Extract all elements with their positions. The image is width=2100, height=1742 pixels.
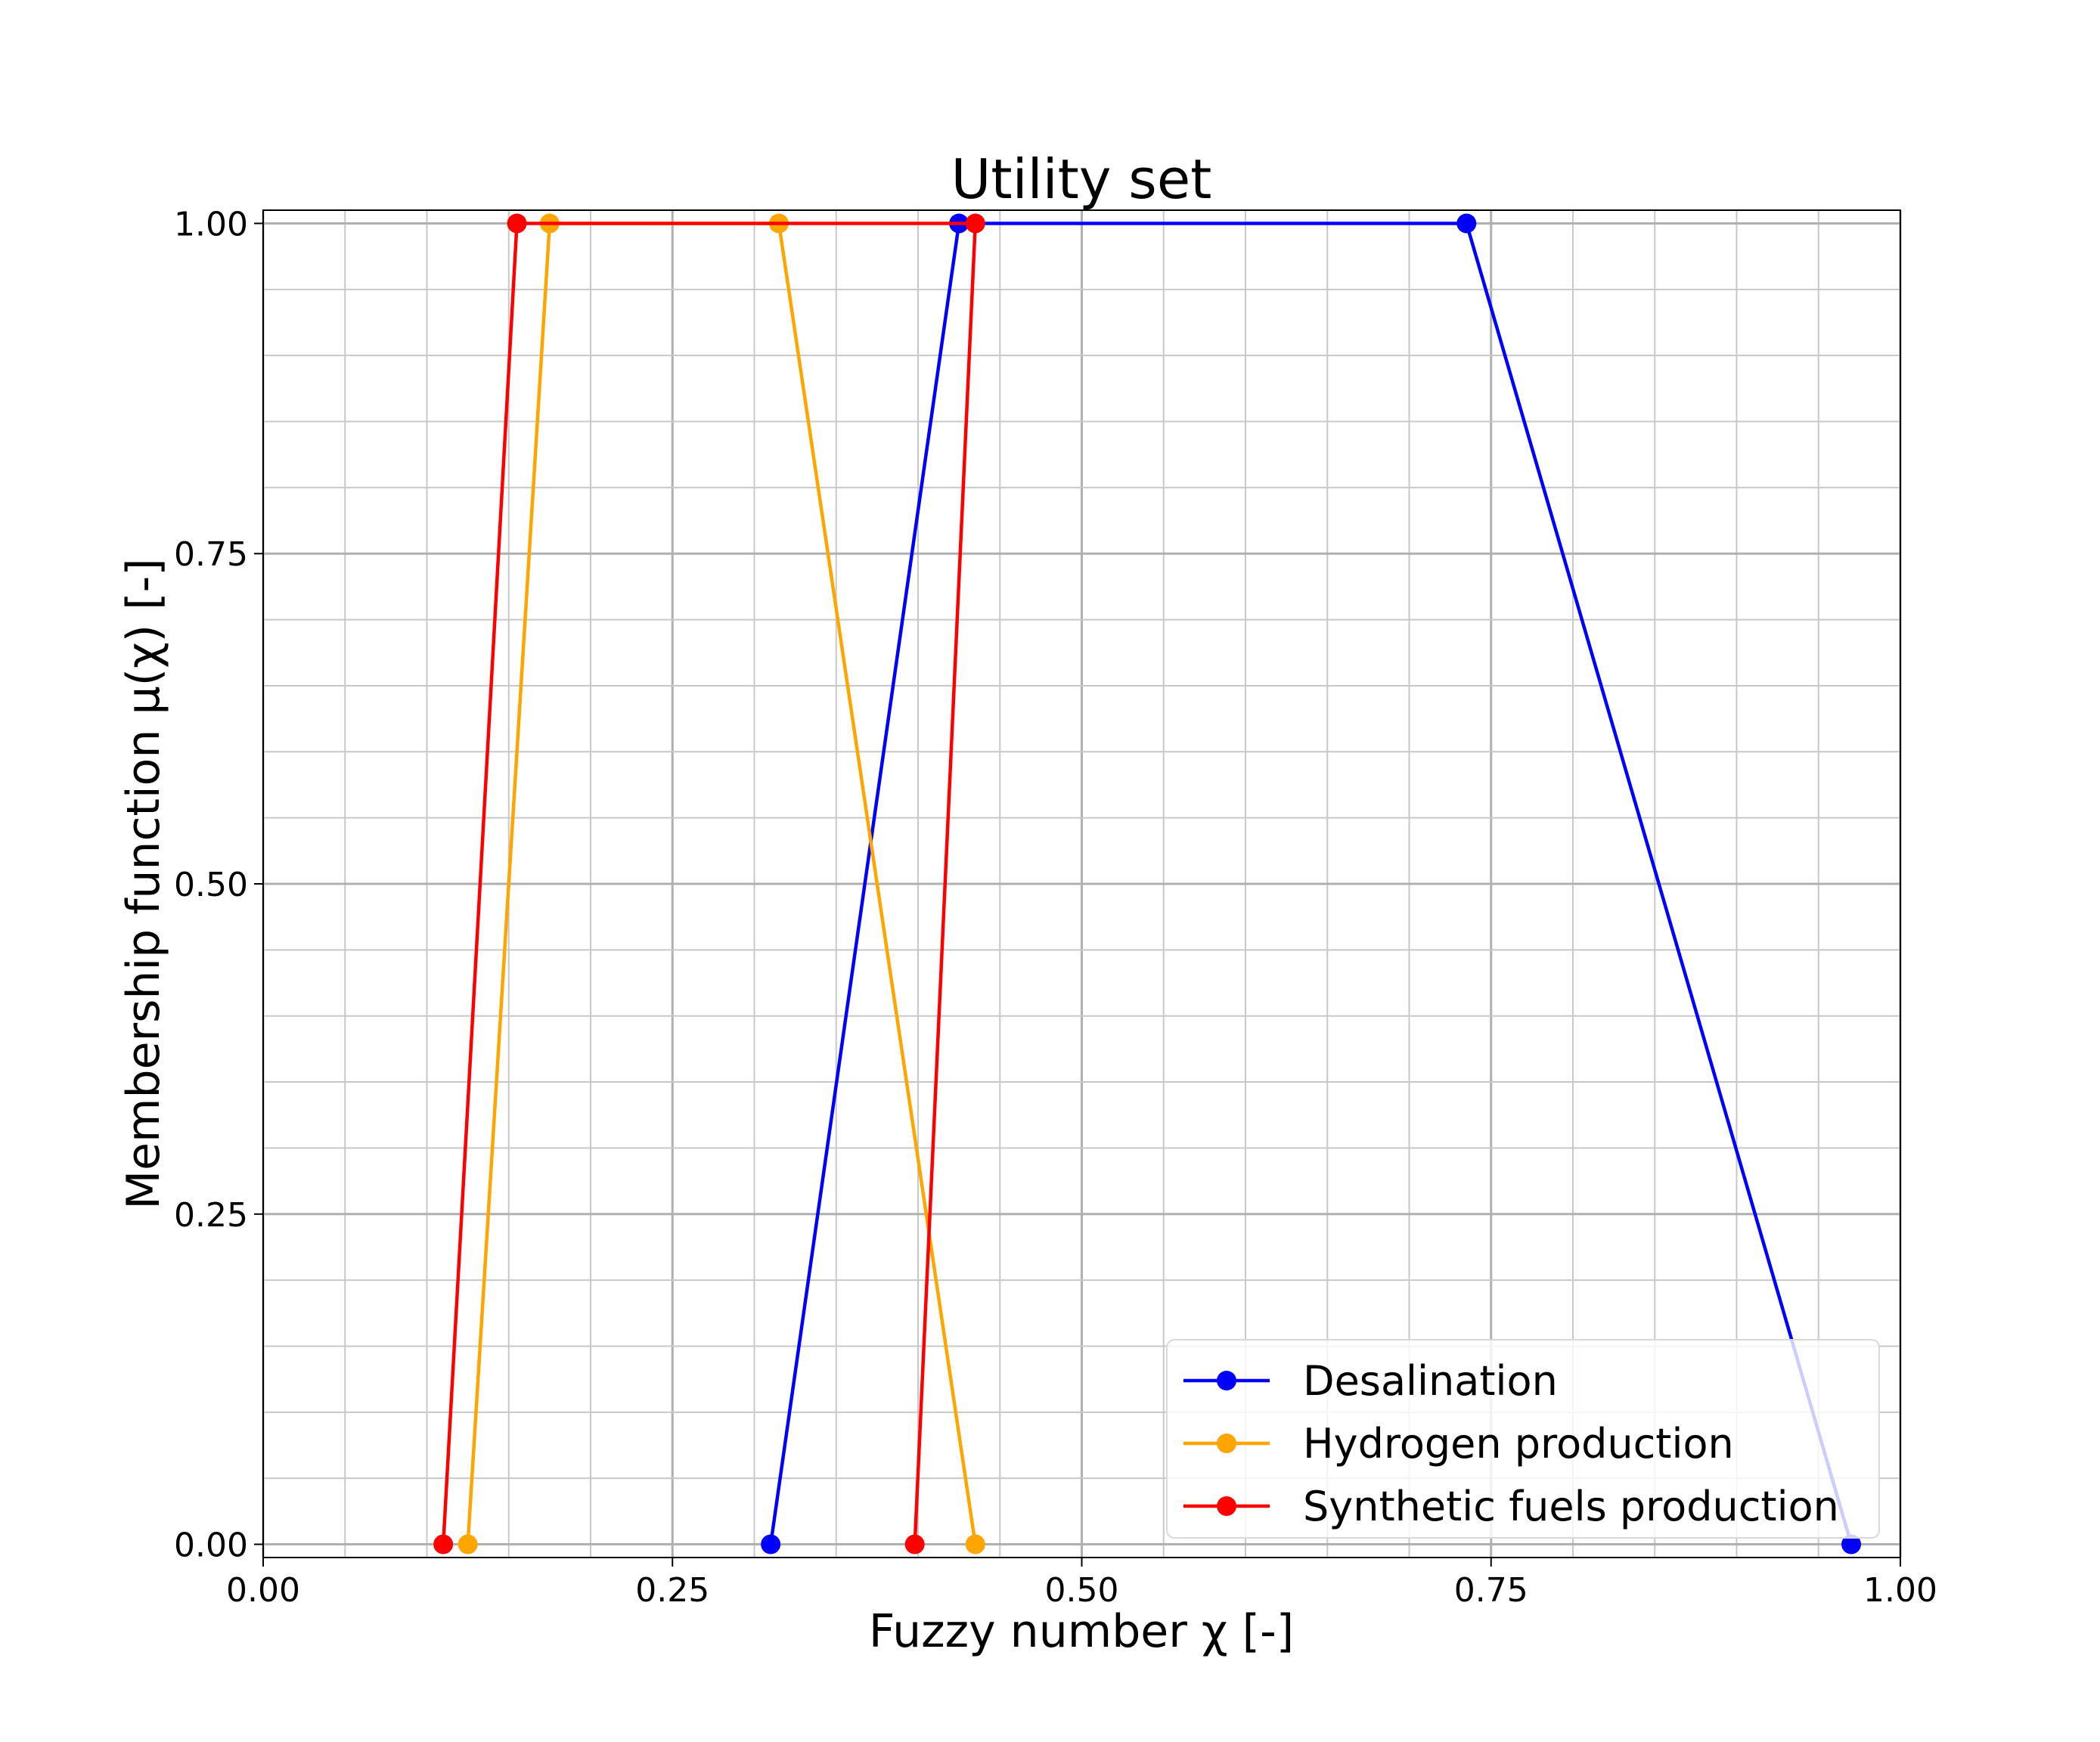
legend-marker <box>1217 1496 1236 1516</box>
data-point <box>1456 213 1477 234</box>
ticks: 0.00 0.25 0.50 0.75 1.00 0.00 0.25 0.50 0.75 1.00 <box>174 205 1937 1610</box>
x-tick-label: 0.50 <box>1045 1571 1119 1610</box>
x-tick-label: 0.75 <box>1454 1571 1528 1610</box>
x-tick-label: 0.00 <box>226 1571 300 1610</box>
series-line <box>768 222 1853 1545</box>
series-line <box>441 222 978 1545</box>
data-point <box>904 1534 925 1554</box>
legend-box <box>1166 1339 1880 1539</box>
y-tick-label: 1.00 <box>174 205 248 243</box>
legend-label: Desalination <box>1303 1357 1558 1405</box>
series-0 <box>761 213 1862 1554</box>
legend-item: Synthetic fuels production <box>1183 1483 1839 1530</box>
x-axis-label: Fuzzy number χ [-] <box>869 1605 1294 1658</box>
grid <box>262 210 1902 1558</box>
data-point <box>965 213 985 234</box>
legend-label: Hydrogen production <box>1303 1420 1734 1468</box>
chart-title: Utility set <box>951 147 1212 211</box>
x-tick-label: 1.00 <box>1863 1571 1937 1610</box>
y-axis-label: Membership function μ(χ) [-] <box>117 558 170 1209</box>
y-tick-label: 0.75 <box>174 535 248 574</box>
legend-marker <box>1217 1371 1236 1390</box>
data-point <box>433 1534 454 1554</box>
data-point <box>458 1534 478 1554</box>
x-tick-label: 0.25 <box>635 1571 709 1610</box>
legend-label: Synthetic fuels production <box>1303 1483 1839 1530</box>
data-point <box>507 213 527 234</box>
legend-marker <box>1217 1434 1236 1453</box>
y-tick-label: 0.00 <box>174 1527 248 1565</box>
series-2 <box>433 213 985 1554</box>
series-layer <box>433 213 1862 1554</box>
legend: Desalination Hydrogen production Synthetic… <box>1166 1339 1880 1539</box>
data-point <box>965 1534 985 1554</box>
data-point <box>761 1534 781 1554</box>
y-tick-label: 0.50 <box>174 866 248 904</box>
legend-item: Desalination <box>1183 1357 1558 1405</box>
data-point <box>1841 1534 1862 1554</box>
legend-item: Hydrogen production <box>1183 1420 1734 1468</box>
y-tick-label: 0.25 <box>174 1196 248 1235</box>
